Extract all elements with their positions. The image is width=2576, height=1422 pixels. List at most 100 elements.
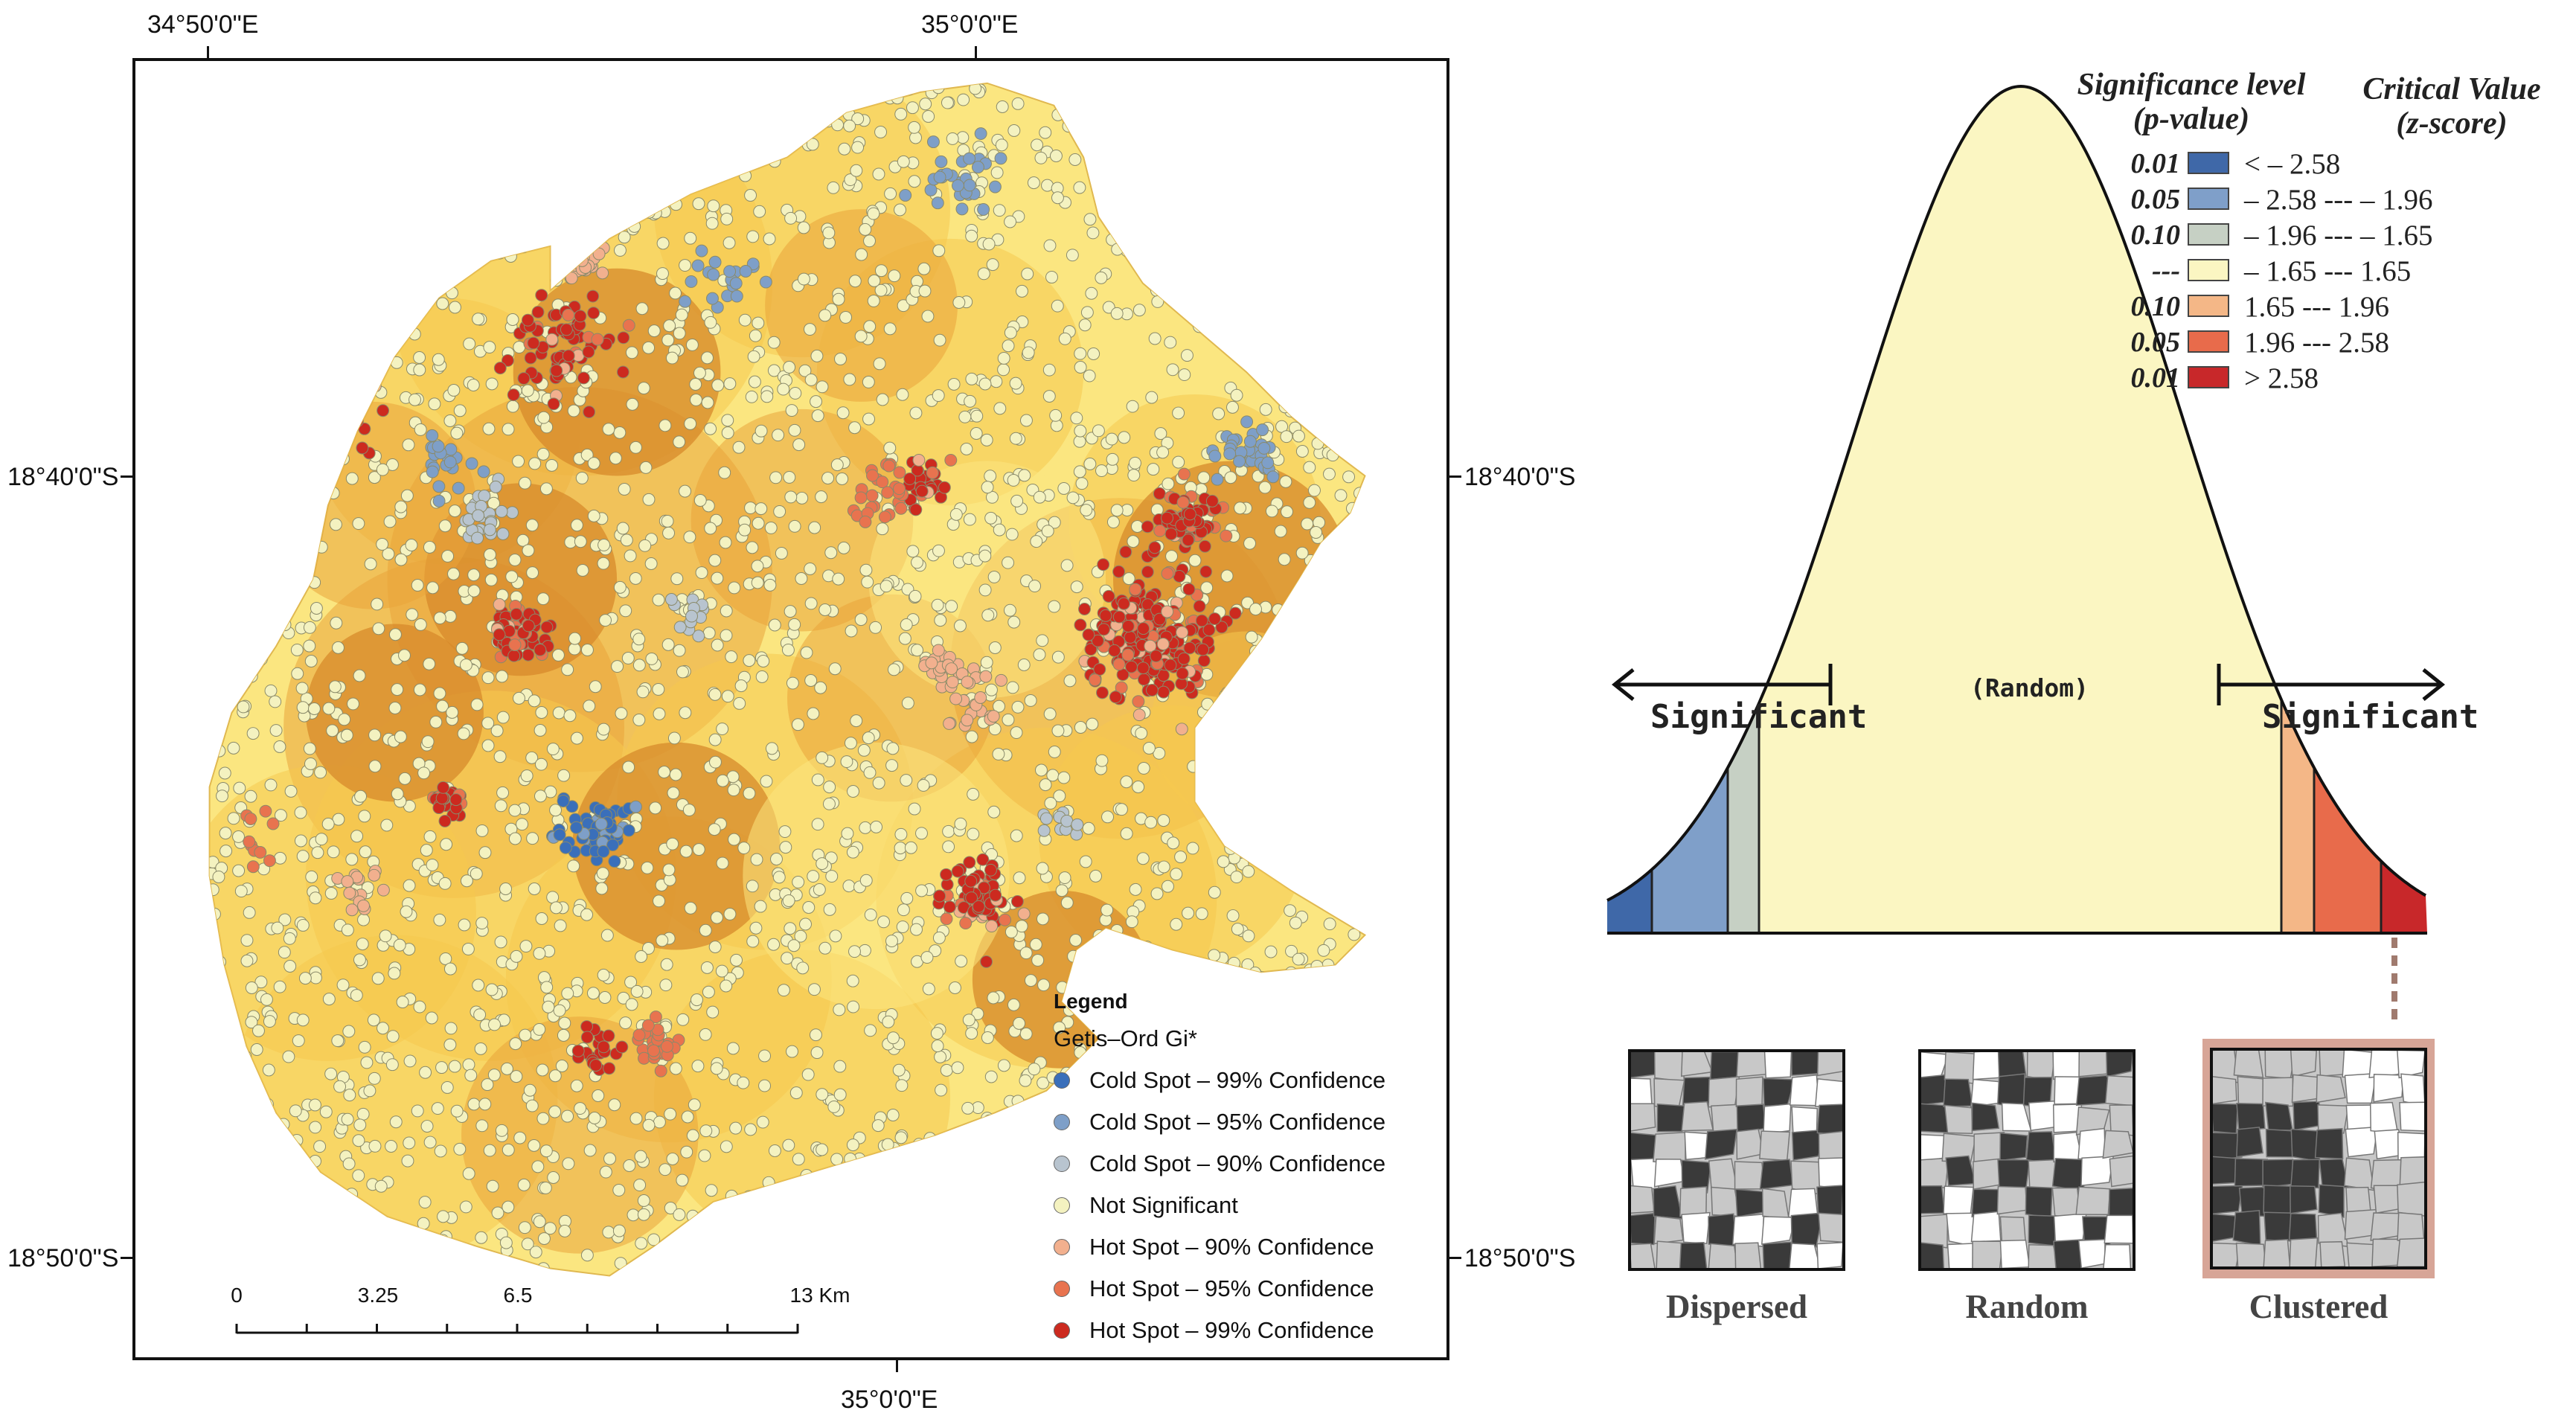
site-point — [389, 1115, 403, 1129]
site-point — [716, 856, 729, 870]
site-point — [309, 1121, 322, 1134]
site-point — [1037, 979, 1051, 992]
site-point — [295, 222, 309, 235]
site-point — [933, 170, 946, 184]
curve-band — [1728, 86, 1759, 933]
site-point — [318, 402, 332, 415]
site-point — [1161, 605, 1174, 618]
site-point — [567, 859, 580, 873]
site-point — [840, 755, 853, 769]
site-point — [1261, 456, 1275, 470]
site-point — [705, 217, 719, 230]
site-point — [1017, 907, 1031, 920]
random-curve-label: (Random) — [1970, 673, 2089, 702]
site-point — [1165, 550, 1179, 563]
site-point — [1080, 306, 1094, 319]
site-point — [1055, 884, 1068, 897]
site-point — [467, 128, 480, 141]
site-point — [244, 790, 257, 803]
site-point — [418, 115, 432, 128]
site-point — [467, 1098, 481, 1111]
site-point — [867, 294, 880, 307]
site-point — [587, 509, 600, 522]
site-point — [737, 1076, 750, 1089]
site-point — [1228, 956, 1240, 970]
site-point — [999, 913, 1012, 926]
map-frame[interactable] — [132, 58, 1449, 1360]
site-point — [745, 133, 758, 147]
site-point — [309, 1208, 322, 1221]
pattern-polygon — [1759, 1159, 1794, 1190]
site-point — [934, 614, 947, 627]
site-point — [274, 466, 287, 479]
site-point — [680, 1145, 693, 1159]
significance-swatch — [2188, 223, 2229, 246]
site-point — [437, 1210, 450, 1223]
top-lon-label-1: 34°50'0"E — [147, 10, 259, 39]
site-point — [233, 321, 246, 335]
site-point — [595, 817, 608, 830]
site-point — [769, 471, 783, 484]
site-point — [940, 868, 953, 881]
site-point — [483, 341, 496, 353]
site-point — [754, 900, 767, 913]
site-point — [704, 316, 717, 329]
site-point — [298, 394, 312, 407]
site-point — [731, 117, 744, 129]
site-point — [251, 409, 265, 423]
scale-label-0: 0 — [231, 1284, 243, 1307]
site-point — [1036, 634, 1049, 647]
site-point — [1231, 259, 1244, 272]
pattern-polygon — [1760, 1216, 1796, 1245]
site-point — [231, 1257, 244, 1270]
site-point — [746, 935, 760, 948]
site-point — [915, 827, 928, 840]
site-point — [531, 305, 545, 318]
site-point — [284, 266, 298, 279]
site-point — [232, 1110, 246, 1124]
site-point — [963, 152, 976, 165]
site-point — [505, 83, 519, 96]
tick-left-1 — [121, 475, 134, 478]
site-point — [692, 197, 705, 211]
site-point — [232, 451, 246, 464]
site-point — [1070, 580, 1083, 594]
site-point — [509, 1037, 522, 1051]
site-point — [846, 974, 859, 987]
site-point — [656, 237, 670, 250]
site-point — [1334, 489, 1348, 502]
site-point — [988, 1168, 1002, 1181]
site-point — [209, 350, 222, 363]
site-point — [326, 391, 339, 405]
site-point — [560, 254, 574, 267]
hotspot-map[interactable] — [135, 61, 1446, 1357]
site-point — [1303, 691, 1316, 705]
site-point — [943, 900, 956, 914]
site-point — [234, 164, 248, 178]
site-point — [455, 641, 469, 655]
site-point — [859, 86, 872, 100]
site-point — [646, 132, 659, 146]
site-point — [751, 576, 764, 589]
site-point — [513, 691, 525, 705]
site-point — [246, 384, 259, 397]
site-point — [629, 1112, 643, 1125]
site-point — [768, 618, 781, 632]
site-point — [443, 1038, 457, 1051]
site-point — [810, 1269, 823, 1276]
site-point — [1208, 449, 1222, 463]
site-point — [822, 226, 836, 240]
legend-swatch-icon — [1054, 1072, 1070, 1089]
site-point — [984, 470, 997, 483]
site-point — [528, 457, 542, 470]
pattern-polygon — [2078, 1050, 2111, 1077]
site-point — [906, 545, 920, 558]
site-point — [220, 374, 233, 387]
site-point — [934, 1050, 947, 1063]
site-point — [535, 289, 548, 302]
site-point — [693, 494, 707, 507]
site-point — [224, 685, 237, 699]
site-point — [1271, 142, 1284, 156]
site-point — [453, 404, 467, 417]
site-point — [568, 632, 581, 645]
